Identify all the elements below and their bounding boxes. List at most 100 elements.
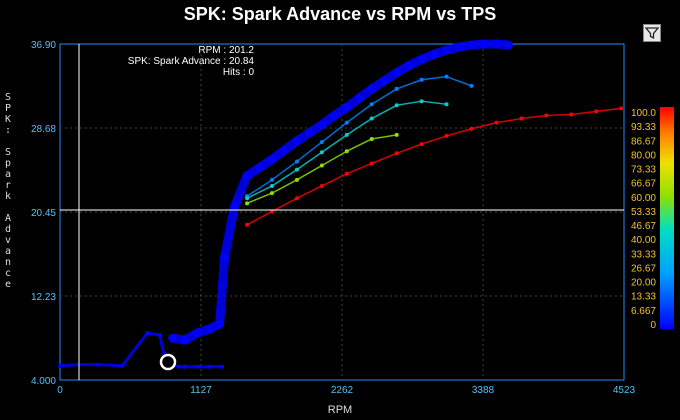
- data-point: [544, 113, 549, 118]
- colorbar-ticks: 100.0 93.33 86.67 80.00 73.33 66.67 60.00 53.33…: [631, 108, 656, 331]
- data-point: [294, 159, 299, 164]
- data-point: [245, 222, 250, 227]
- colorbar-tick-label: 20.00: [631, 278, 656, 289]
- data-point: [344, 120, 349, 125]
- data-point: [469, 126, 474, 131]
- colorbar-tick-label: 33.33: [631, 249, 656, 260]
- series-mid-tps-1: [245, 74, 474, 199]
- data-point: [394, 132, 399, 137]
- data-point: [444, 74, 449, 79]
- filter-button[interactable]: [643, 24, 661, 42]
- colorbar-tick-label: 6.667: [631, 306, 656, 317]
- data-point: [95, 362, 100, 367]
- series-line: [59, 331, 223, 369]
- colorbar-tick-label: 13.33: [631, 292, 656, 303]
- y-tick-label: 36.90: [31, 40, 56, 51]
- data-point: [220, 364, 225, 369]
- colorbar-tick-label: 0: [650, 320, 656, 331]
- data-point: [319, 183, 324, 188]
- data-point: [369, 136, 374, 141]
- data-point: [182, 364, 187, 369]
- grid: [60, 44, 624, 380]
- readout-spk: SPK: Spark Advance : 20.84: [127, 56, 254, 67]
- data-point: [294, 177, 299, 182]
- data-point: [394, 151, 399, 156]
- data-point: [319, 150, 324, 155]
- data-point: [504, 41, 513, 50]
- data-point: [467, 41, 476, 50]
- readout-hits: Hits : 0: [222, 67, 254, 78]
- data-point: [419, 77, 424, 82]
- series-line: [246, 134, 397, 205]
- series-mid-tps-3: [245, 132, 399, 206]
- filter-icon: [644, 27, 660, 40]
- data-point: [245, 196, 250, 201]
- data-point: [455, 43, 464, 52]
- colorbar-tick-label: 93.33: [631, 122, 656, 133]
- axis-ticks: 0 1127 2262 3388 4523 4.000 12.23 20.45 28.68 36.…: [31, 40, 636, 396]
- cursor-marker[interactable]: [159, 353, 177, 371]
- y-tick-label: 28.68: [31, 124, 56, 135]
- data-point: [469, 83, 474, 88]
- chart-title: SPK: Spark Advance vs RPM vs TPS: [183, 4, 497, 24]
- data-point: [344, 132, 349, 137]
- data-point: [494, 120, 499, 125]
- data-point: [294, 196, 299, 201]
- data-point: [176, 364, 181, 369]
- series-main-low-tps: [168, 39, 513, 345]
- data-point: [145, 331, 150, 336]
- data-point: [405, 61, 414, 70]
- data-point: [215, 319, 224, 328]
- data-point: [255, 163, 264, 172]
- data-point: [180, 336, 189, 345]
- colorbar-tick-label: 26.67: [631, 263, 656, 274]
- data-point: [479, 40, 488, 48]
- colorbar-tick-label: 73.33: [631, 165, 656, 176]
- series-high-tps: [245, 106, 624, 227]
- data-point: [195, 364, 200, 369]
- data-point: [220, 253, 229, 262]
- readout-rpm: RPM : 201.2: [198, 45, 254, 56]
- data-point: [193, 329, 202, 338]
- y-tick-label: 4.000: [31, 376, 56, 387]
- data-point: [344, 149, 349, 154]
- data-point: [367, 84, 376, 93]
- data-point: [392, 68, 401, 77]
- x-tick-label: 2262: [331, 385, 354, 396]
- data-point: [230, 202, 239, 211]
- data-point: [305, 128, 314, 137]
- data-point: [594, 109, 599, 114]
- data-point: [245, 201, 250, 206]
- data-point: [319, 163, 324, 168]
- data-point: [619, 106, 624, 111]
- colorbar-tick-label: 40.00: [631, 235, 656, 246]
- data-point: [369, 116, 374, 121]
- colorbar-tick-label: 46.67: [631, 221, 656, 232]
- data-point: [355, 94, 364, 103]
- data-point: [269, 177, 274, 182]
- data-point: [394, 86, 399, 91]
- data-point: [417, 55, 426, 64]
- x-tick-label: 3388: [472, 385, 495, 396]
- colorbar-tick-label: 86.67: [631, 136, 656, 147]
- data-point: [58, 363, 62, 368]
- data-point: [317, 120, 326, 129]
- x-tick-label: 4523: [613, 385, 636, 396]
- data-point: [342, 103, 351, 112]
- data-point: [430, 50, 439, 59]
- data-point: [280, 146, 289, 155]
- x-axis-label: RPM: [327, 404, 353, 416]
- series-line: [246, 107, 622, 226]
- data-point: [394, 103, 399, 108]
- colorbar-tick-label: 80.00: [631, 150, 656, 161]
- x-tick-label: 1127: [190, 385, 212, 396]
- data-point: [519, 116, 524, 121]
- data-point: [207, 364, 212, 369]
- data-point: [157, 333, 162, 338]
- colorbar-tick-label: 53.33: [631, 207, 656, 218]
- colorbar-tick-label: 66.67: [631, 179, 656, 190]
- data-point: [419, 99, 424, 104]
- series-line: [246, 75, 472, 197]
- data-point: [269, 183, 274, 188]
